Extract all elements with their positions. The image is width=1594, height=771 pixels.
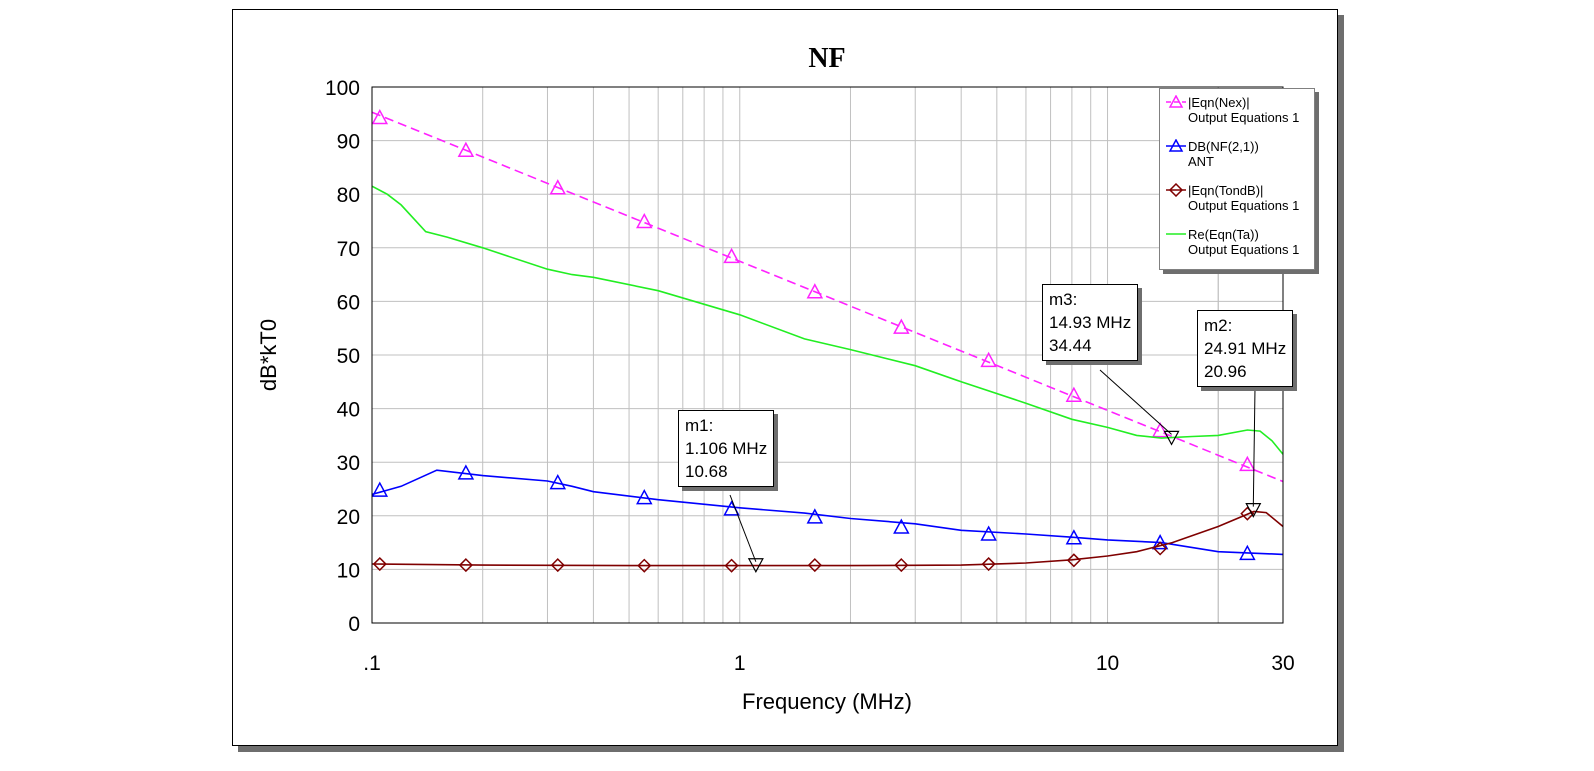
- series-point-marker: [637, 558, 652, 573]
- marker-box-m2: m2: 24.91 MHz 20.96: [1197, 310, 1294, 387]
- y-tick-label: 10: [337, 559, 360, 582]
- series-point-marker: [1151, 534, 1169, 550]
- series-point-marker: [372, 556, 387, 572]
- legend-series-name: |Eqn(TondB)|: [1188, 183, 1264, 198]
- series-point-marker: [980, 351, 997, 368]
- series-point-marker: [1239, 544, 1256, 561]
- y-tick-label: 100: [325, 77, 360, 100]
- series-point-marker: [1240, 506, 1255, 521]
- series-point-marker: [981, 556, 996, 572]
- y-tick-label: 30: [337, 452, 360, 475]
- series-point-marker: [807, 558, 822, 573]
- marker-x-value: 14.93 MHz: [1049, 313, 1132, 332]
- y-tick-label: 40: [337, 399, 360, 422]
- series-point-marker: [1153, 541, 1168, 556]
- y-tick-label: 80: [337, 184, 360, 207]
- series-point-marker: [636, 212, 653, 229]
- series-point-marker: [457, 141, 475, 157]
- series-point-marker: [1239, 455, 1256, 472]
- y-tick-label: 20: [337, 506, 360, 529]
- series-point-marker: [636, 488, 653, 505]
- series-point-marker: [371, 108, 389, 125]
- x-tick-label: .1: [363, 652, 381, 675]
- series-point-marker: [549, 473, 567, 490]
- marker-label: m3:: [1049, 290, 1078, 309]
- legend-item-tondb: |Eqn(TondB)| Output Equations 1: [1166, 183, 1299, 213]
- marker-box-m1: m1: 1.106 MHz 10.68: [678, 410, 775, 487]
- legend-item-ta: Re(Eqn(Ta)) Output Equations 1: [1166, 227, 1299, 257]
- y-axis-label: dB*kT0: [256, 319, 281, 391]
- series-line-3: [371, 185, 1284, 455]
- series-line-1: [371, 469, 1284, 556]
- y-tick-label: 0: [348, 613, 360, 636]
- series-point-marker: [893, 318, 910, 334]
- series-point-marker: [550, 558, 565, 573]
- series-point-marker: [894, 558, 909, 573]
- series-point-marker: [1065, 529, 1083, 545]
- line-swatch-icon: [1166, 233, 1186, 235]
- marker-pointer: [747, 558, 764, 574]
- x-tick-label: 30: [1271, 652, 1294, 675]
- marker-x-value: 1.106 MHz: [685, 439, 768, 458]
- marker-leader-line: [1252, 387, 1256, 507]
- marker-label: m2:: [1204, 316, 1233, 335]
- legend-item-nex: |Eqn(Nex)| Output Equations 1: [1166, 95, 1299, 125]
- series-point-marker: [893, 518, 910, 534]
- series-line-2: [371, 510, 1284, 567]
- series-point-marker: [1066, 553, 1081, 568]
- y-tick-label: 60: [337, 291, 360, 314]
- chart-title: NF: [808, 43, 845, 74]
- series-point-marker: [723, 247, 740, 264]
- triangle-marker-icon: [1166, 95, 1186, 108]
- marker-leader-line: [1099, 369, 1172, 435]
- legend-series-name: Re(Eqn(Ta)): [1188, 227, 1259, 242]
- legend-series-source: ANT: [1188, 154, 1214, 169]
- marker-box-m3: m3: 14.93 MHz 34.44: [1042, 284, 1139, 361]
- marker-y-value: 10.68: [685, 462, 728, 481]
- tick-labels: 0 10 20 30 40 50 60 70 80 90 100 .1 1 10 30: [325, 77, 1295, 675]
- legend-series-source: Output Equations 1: [1188, 242, 1300, 257]
- y-tick-label: 90: [337, 131, 360, 154]
- series-line-0: [371, 111, 1284, 483]
- y-tick-label: 70: [337, 238, 360, 261]
- series-point-marker: [806, 283, 824, 299]
- series-point-marker: [1065, 386, 1083, 402]
- series-point-marker: [1151, 421, 1169, 438]
- series-point-marker: [549, 179, 567, 195]
- triangle-marker-icon: [1166, 139, 1186, 152]
- marker-leader-line: [729, 494, 757, 562]
- legend-series-name: |Eqn(Nex)|: [1188, 95, 1250, 110]
- x-tick-label: 10: [1096, 652, 1119, 675]
- marker-y-value: 34.44: [1049, 336, 1092, 355]
- diamond-marker-icon: [1166, 183, 1186, 197]
- marker-x-value: 24.91 MHz: [1204, 339, 1287, 358]
- marker-pointer: [1245, 503, 1262, 518]
- marker-callouts: [729, 369, 1262, 574]
- series-point-marker: [457, 464, 475, 480]
- series-point-marker: [724, 558, 739, 573]
- series-point-marker: [371, 481, 389, 497]
- legend-item-nf: DB(NF(2,1)) ANT: [1166, 139, 1259, 169]
- series-point-marker: [980, 525, 997, 541]
- marker-label: m1:: [685, 416, 714, 435]
- x-tick-label: 1: [734, 652, 746, 675]
- legend-series-name: DB(NF(2,1)): [1188, 139, 1259, 154]
- legend: |Eqn(Nex)| Output Equations 1 DB(NF(2,1)…: [1159, 88, 1315, 270]
- series-point-marker: [458, 558, 473, 573]
- series-point-marker: [806, 508, 824, 524]
- legend-series-source: Output Equations 1: [1188, 198, 1300, 213]
- x-axis-label: Frequency (MHz): [742, 689, 912, 714]
- marker-y-value: 20.96: [1204, 362, 1247, 381]
- marker-pointer: [1163, 430, 1180, 446]
- y-tick-label: 50: [337, 345, 360, 368]
- legend-series-source: Output Equations 1: [1188, 110, 1300, 125]
- series-layer: [371, 108, 1284, 573]
